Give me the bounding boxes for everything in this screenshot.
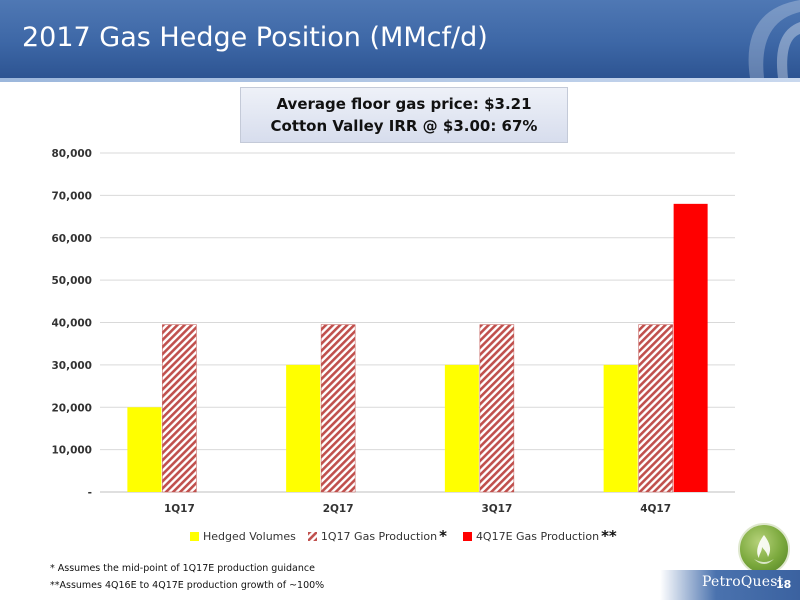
bar-1q17-production (638, 324, 673, 493)
callout-line-2: Cotton Valley IRR @ $3.00: 67% (270, 117, 538, 135)
price-callout-box: Average floor gas price: $3.21 Cotton Va… (240, 87, 568, 143)
y-tick-label: 60,000 (51, 233, 92, 245)
y-tick-label: 80,000 (51, 148, 92, 160)
x-tick-label: 4Q17 (640, 503, 671, 515)
title-bar-stripe (0, 78, 800, 82)
y-tick-label: 10,000 (51, 445, 92, 457)
legend-label-4q17e-production: 4Q17E Gas Production (475, 529, 600, 543)
footer-bar (660, 570, 800, 600)
swoosh-decoration (748, 0, 800, 78)
y-tick-label: 40,000 (51, 318, 92, 330)
bar-1q17-production (479, 324, 515, 493)
y-tick-label: - (88, 487, 92, 499)
bar-hedged-volumes (286, 364, 321, 492)
y-tick-label: 30,000 (51, 360, 92, 372)
bar-hedged-volumes (444, 364, 479, 492)
hedge-bar-chart: - 10,000 20,000 30,000 40,000 50,000 60,000 70,… (51, 148, 735, 515)
bar-1q17-production (162, 324, 197, 493)
petroquest-flame-logo (738, 523, 790, 575)
y-tick-label: 70,000 (51, 190, 92, 202)
legend-item-4q17e-production: 4Q17E Gas Production ** (462, 527, 621, 545)
footnote-1: * Assumes the mid-point of 1Q17E product… (50, 563, 315, 574)
bar-hedged-volumes (603, 364, 638, 492)
bar-hedged-volumes (127, 407, 162, 492)
page-number: 18 (776, 578, 792, 591)
legend-label-1q17-production: 1Q17 Gas Production (320, 529, 438, 543)
legend-item-hedged: Hedged Volumes (190, 530, 296, 543)
x-tick-label: 2Q17 (323, 503, 354, 515)
brand-name: PetroQuest (702, 574, 784, 590)
legend-swatch-4q17e-production (462, 531, 472, 541)
y-tick-label: 50,000 (51, 275, 92, 287)
y-tick-label: 20,000 (51, 402, 92, 414)
flame-icon (754, 535, 774, 564)
legend-footnote-marker-1: * (439, 527, 447, 545)
legend-footnote-marker-2: ** (601, 527, 617, 545)
footnotes: * Assumes the mid-point of 1Q17E product… (50, 560, 324, 594)
title-bar: 2017 Gas Hedge Position (MMcf/d) (0, 0, 800, 78)
chart-legend: Hedged Volumes 1Q17 Gas Production * 4Q1… (190, 527, 633, 545)
legend-swatch-1q17-production (307, 531, 317, 541)
bar-4q17e-production (673, 203, 708, 492)
legend-swatch-hedged (190, 531, 199, 541)
legend-item-1q17-production: 1Q17 Gas Production * (307, 527, 451, 545)
legend-label-hedged: Hedged Volumes (203, 529, 296, 543)
bar-1q17-production (320, 324, 356, 493)
callout-line-1: Average floor gas price: $3.21 (276, 95, 532, 113)
slide-title: 2017 Gas Hedge Position (MMcf/d) (22, 22, 488, 53)
x-tick-label: 1Q17 (164, 503, 195, 515)
x-tick-label: 3Q17 (481, 503, 512, 515)
footnote-2: **Assumes 4Q16E to 4Q17E production grow… (50, 580, 325, 591)
